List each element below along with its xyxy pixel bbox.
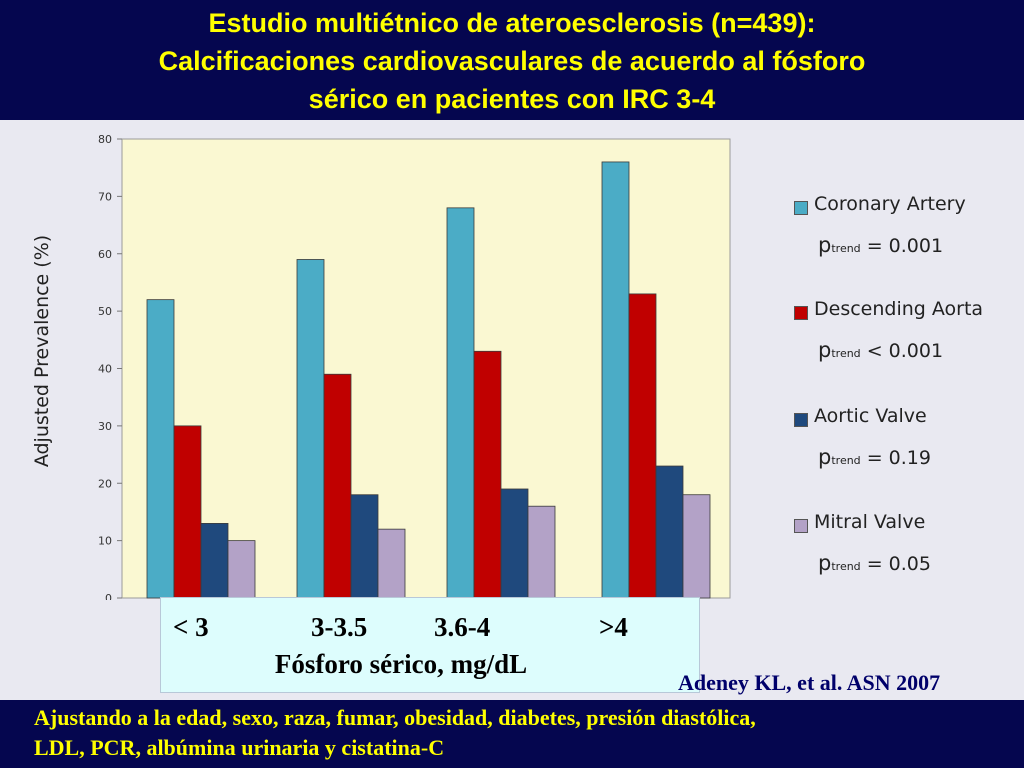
p-subscript: trend (831, 560, 861, 573)
y-tick-label: 0 (105, 592, 112, 600)
p-subscript: trend (831, 242, 861, 255)
legend-swatch (794, 519, 808, 533)
x-axis-label-box: < 3 3-3.5 3.6-4 >4 Fósforo sérico, mg/dL (160, 597, 700, 693)
y-tick-label: 30 (98, 420, 112, 433)
y-tick-label: 60 (98, 248, 112, 261)
bar-aortic-valve (200, 523, 229, 599)
bar-descending-aorta (323, 373, 352, 599)
footer-line-2: LDL, PCR, albúmina urinaria y cistatina-… (34, 735, 445, 760)
y-tick-label: 20 (98, 477, 112, 490)
footer-line-1: Ajustando a la edad, sexo, raza, fumar, … (34, 705, 756, 730)
x-category-4: >4 (599, 612, 628, 642)
p-subscript: trend (831, 347, 861, 360)
bar-aortic-valve (655, 465, 684, 599)
bar-aortic-valve (500, 488, 529, 599)
slide-title: Estudio multiétnico de ateroesclerosis (… (30, 4, 994, 118)
y-tick-label: 10 (98, 535, 112, 548)
legend-swatch (794, 201, 808, 215)
y-axis-title: Adjusted Prevalence (%) (31, 235, 53, 467)
footer-band: Ajustando a la edad, sexo, raza, fumar, … (0, 700, 1024, 768)
y-tick-label: 70 (98, 190, 112, 203)
p-symbol: p (818, 551, 832, 575)
y-tick-label: 40 (98, 363, 112, 376)
bar-mitral-valve (527, 505, 556, 599)
title-line-3: sérico en pacientes con IRC 3-4 (308, 84, 716, 114)
title-line-1: Estudio multiétnico de ateroesclerosis (… (208, 8, 816, 38)
bar-coronary-artery (296, 259, 325, 599)
x-axis-title: Fósforo sérico, mg/dL (274, 649, 528, 679)
bar-aortic-valve (350, 494, 379, 599)
y-tick-label: 50 (98, 305, 112, 318)
p-symbol: p (818, 338, 832, 362)
title-line-2: Calcificaciones cardiovasculares de acue… (158, 46, 866, 76)
legend-p-trend: ptrend = 0.001 (818, 233, 943, 257)
footer-note: Ajustando a la edad, sexo, raza, fumar, … (34, 703, 994, 763)
bar-coronary-artery (446, 207, 475, 599)
p-symbol: p (818, 233, 832, 257)
bar-mitral-valve (227, 540, 256, 599)
bar-chart: 0 10 20 30 40 50 60 70 80 Adjusted Prevalence (%) (31, 133, 731, 600)
bar-mitral-valve (682, 494, 711, 599)
title-band: Estudio multiétnico de ateroesclerosis (… (0, 0, 1024, 120)
bar-coronary-artery (146, 299, 175, 599)
x-category-2: 3-3.5 (311, 612, 368, 642)
p-symbol: p (818, 445, 832, 469)
p-value: = 0.001 (860, 235, 944, 257)
legend-swatch (794, 413, 808, 427)
x-category-3: 3.6-4 (434, 612, 491, 642)
citation: Adeney KL, et al. ASN 2007 (678, 670, 941, 695)
p-value: = 0.05 (860, 553, 931, 575)
bar-coronary-artery (601, 161, 630, 599)
legend-p-trend: ptrend = 0.05 (818, 551, 931, 575)
bar-descending-aorta (173, 425, 202, 599)
legend-p-trend: ptrend = 0.19 (818, 445, 931, 469)
legend-p-trend: ptrend < 0.001 (818, 338, 943, 362)
legend-label: Descending Aorta (814, 298, 984, 320)
legend-label: Aortic Valve (814, 405, 927, 427)
legend-swatch (794, 306, 808, 320)
p-subscript: trend (831, 454, 861, 467)
bar-descending-aorta (628, 293, 657, 599)
bar-mitral-valve (377, 528, 406, 599)
legend-label: Mitral Valve (814, 511, 926, 533)
bar-descending-aorta (473, 350, 502, 599)
y-tick-label: 80 (98, 133, 112, 146)
p-value: = 0.19 (860, 447, 931, 469)
x-category-1: < 3 (173, 612, 209, 642)
p-value: < 0.001 (860, 340, 944, 362)
legend-label: Coronary Artery (814, 193, 966, 215)
